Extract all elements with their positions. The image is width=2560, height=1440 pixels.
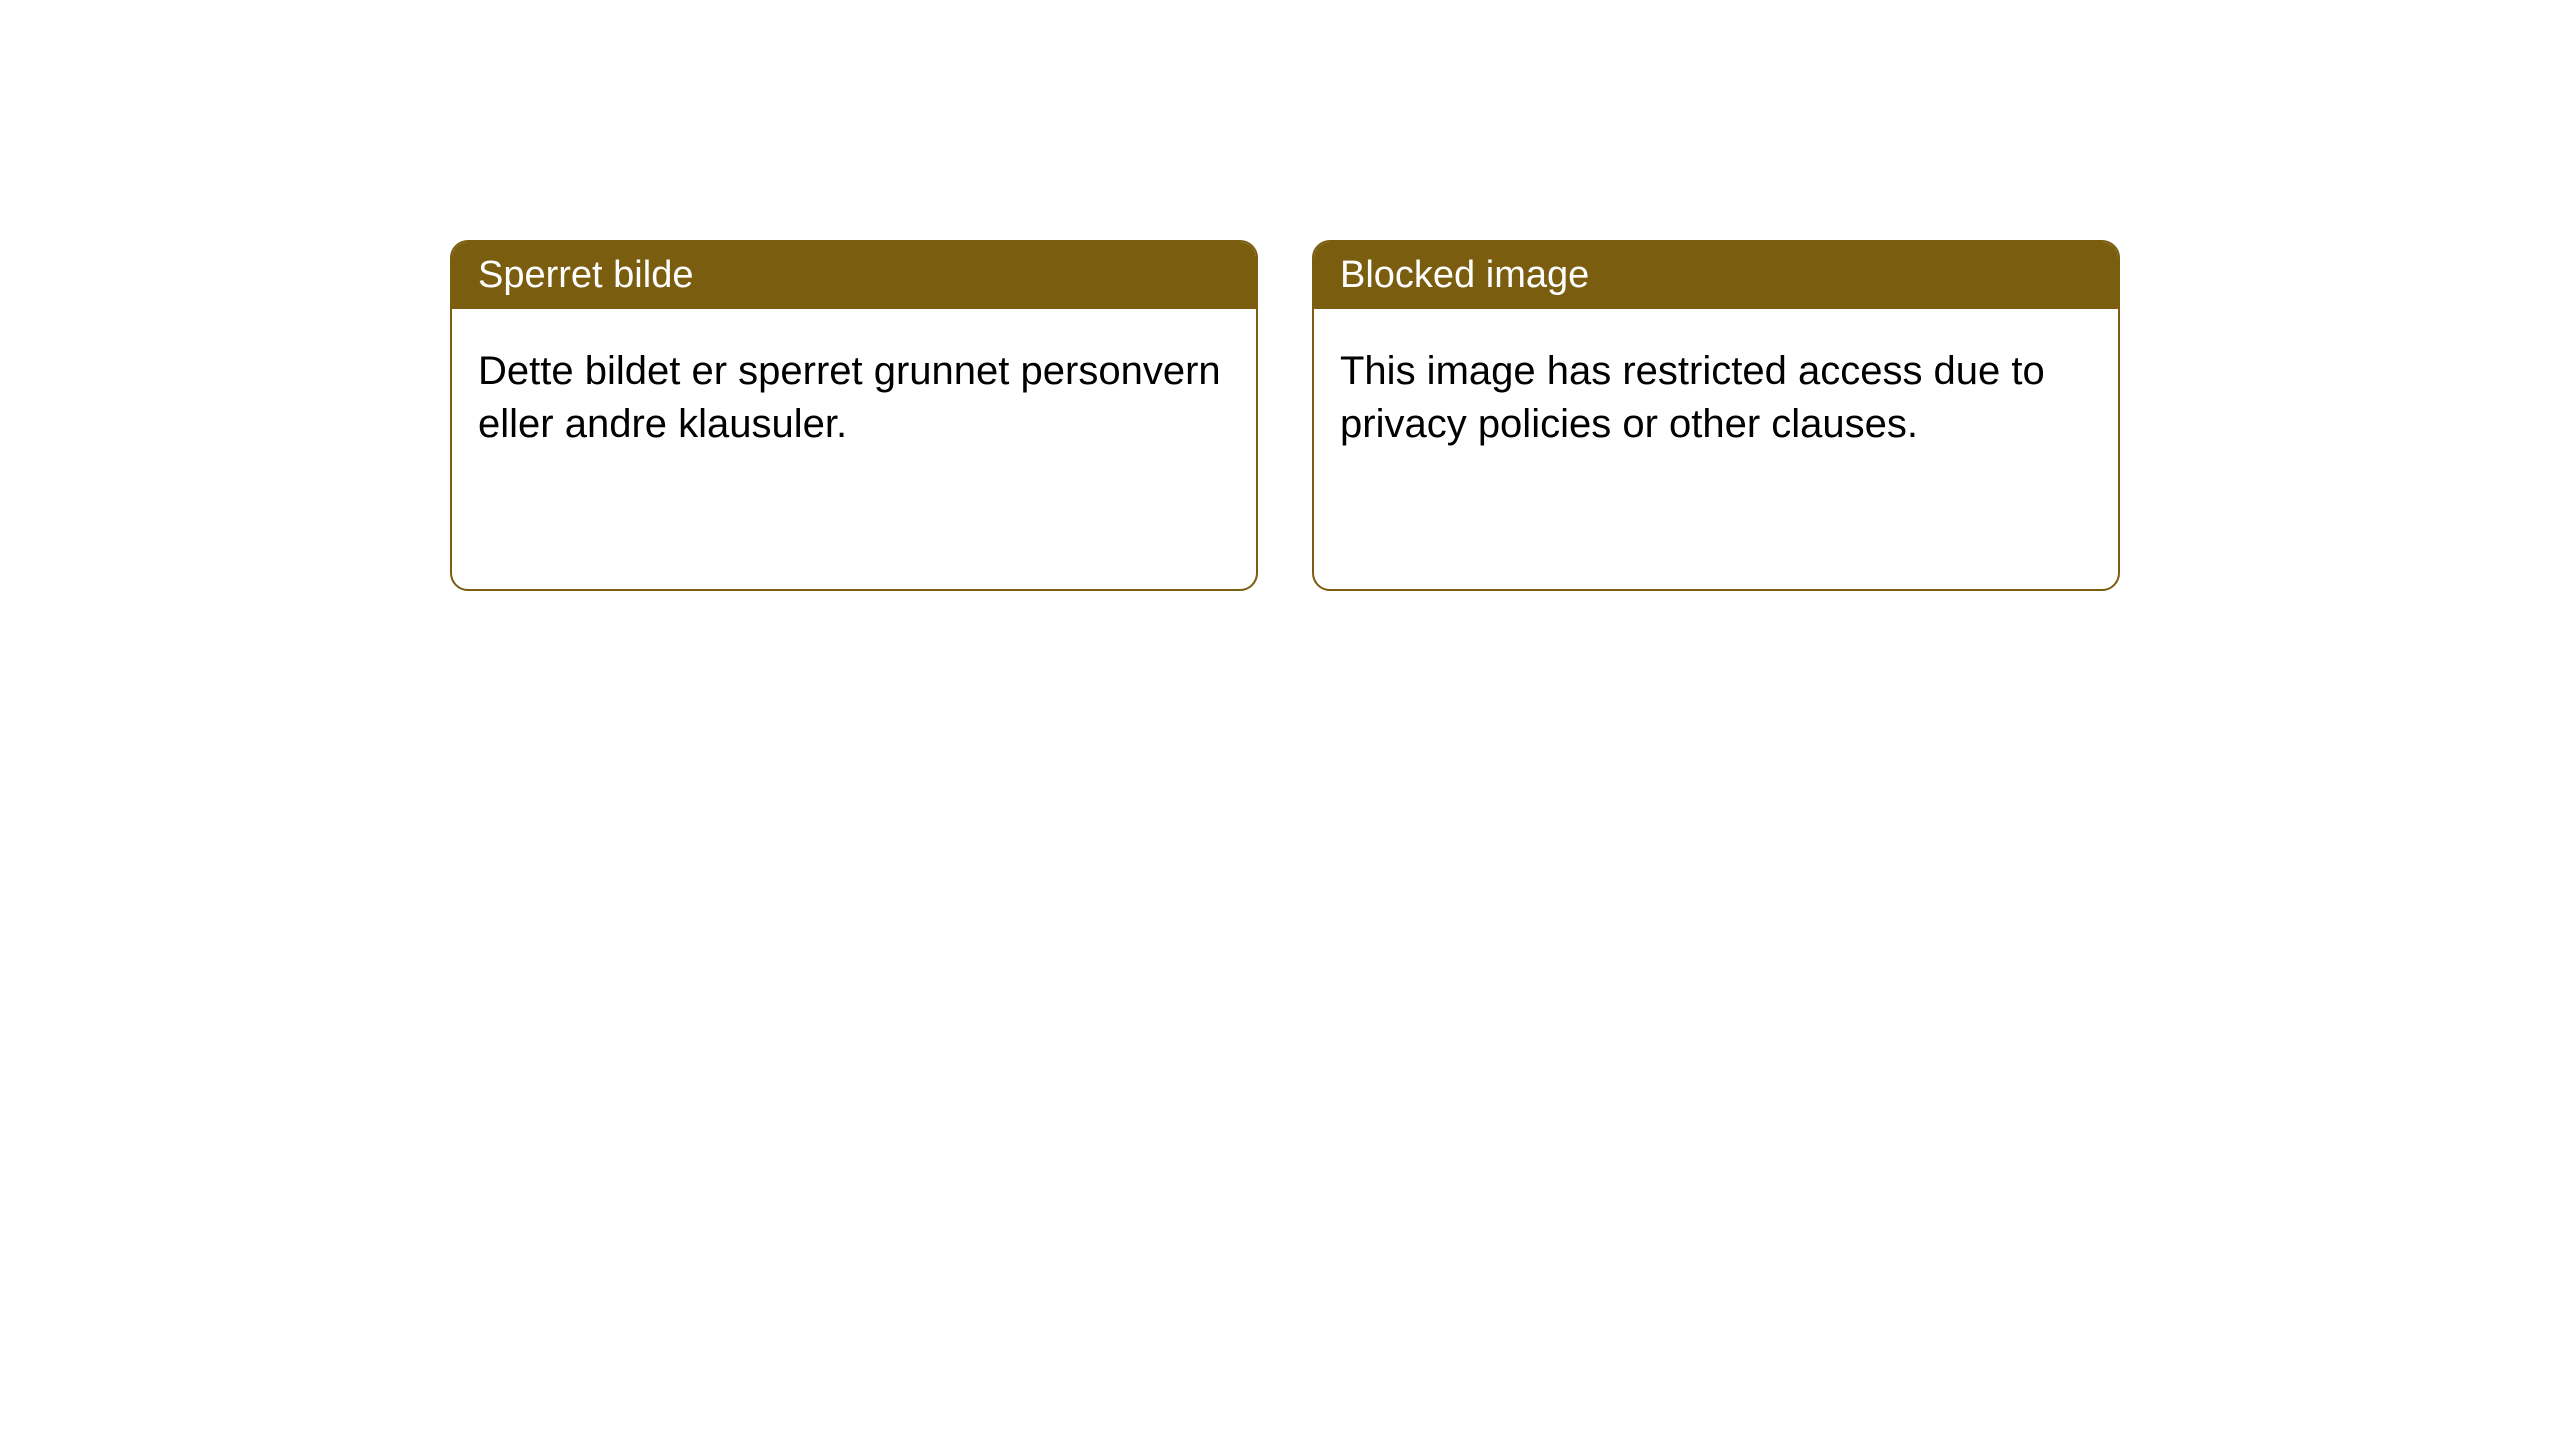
card-title: Sperret bilde: [478, 254, 693, 296]
card-body-text: This image has restricted access due to …: [1340, 349, 2045, 446]
blocked-image-card-en: Blocked image This image has restricted …: [1312, 240, 2120, 591]
card-body-text: Dette bildet er sperret grunnet personve…: [478, 349, 1221, 446]
card-header: Sperret bilde: [452, 242, 1256, 309]
card-body: This image has restricted access due to …: [1314, 309, 2118, 589]
blocked-image-card-no: Sperret bilde Dette bildet er sperret gr…: [450, 240, 1258, 591]
card-header: Blocked image: [1314, 242, 2118, 309]
card-title: Blocked image: [1340, 254, 1589, 296]
notice-container: Sperret bilde Dette bildet er sperret gr…: [0, 0, 2560, 591]
card-body: Dette bildet er sperret grunnet personve…: [452, 309, 1256, 589]
